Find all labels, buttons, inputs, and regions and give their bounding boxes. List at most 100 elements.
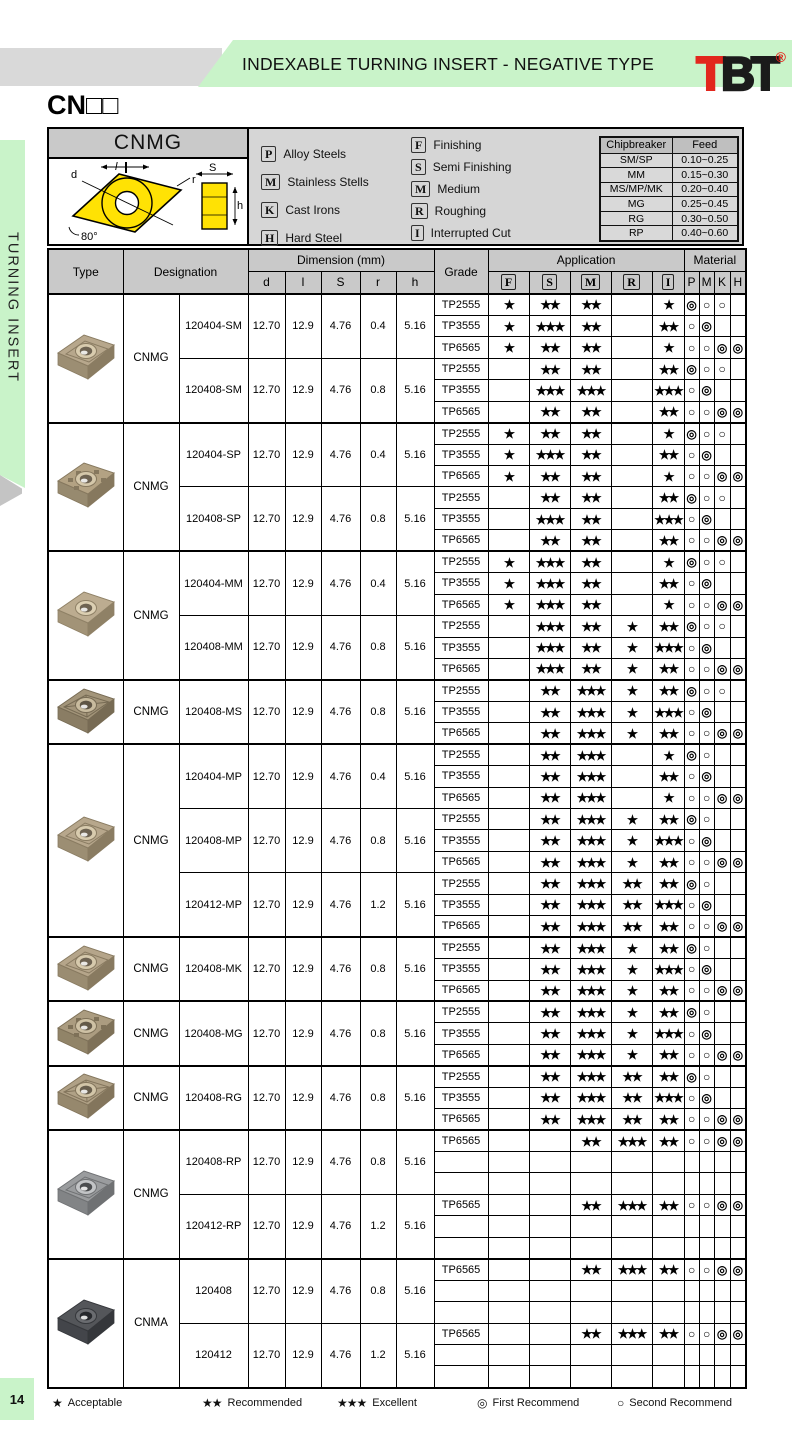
designation-cell: 120404-SM xyxy=(178,292,249,359)
material-k-rating: ◎ xyxy=(713,1108,731,1131)
material-p-rating: ◎ xyxy=(683,1000,700,1024)
application-m-rating: ★★ xyxy=(569,486,612,509)
grade-cell xyxy=(433,1301,489,1324)
material-h-rating xyxy=(729,829,747,852)
application-legend-item: M Medium xyxy=(411,178,511,200)
diagram-label-angle: 80° xyxy=(81,231,98,243)
material-h-rating: ◎ xyxy=(729,979,747,1002)
legend-item: ★ Acceptable xyxy=(52,1396,202,1410)
application-i-rating: ★★ xyxy=(651,657,685,681)
grade-cell: TP2555 xyxy=(433,743,489,767)
material-m-rating: ◎ xyxy=(698,1086,715,1110)
application-f-rating xyxy=(487,1108,530,1131)
material-m-rating: ○ xyxy=(698,1193,715,1217)
dimension-d-cell: 12.70 xyxy=(247,872,286,938)
material-m-rating xyxy=(698,1279,715,1303)
grade-cell: TP6565 xyxy=(433,400,489,424)
material-h-rating xyxy=(729,936,747,960)
feed-range: 0.30~0.50 xyxy=(671,210,739,227)
application-f-rating xyxy=(487,507,530,531)
series-name-cell: CNMG xyxy=(122,550,180,681)
application-s-rating: ★★ xyxy=(528,893,571,917)
series-name-cell: CNMG xyxy=(122,936,180,1002)
material-h-rating xyxy=(729,807,747,831)
grade-cell: TP6565 xyxy=(433,850,489,874)
application-f-rating xyxy=(487,1301,530,1324)
application-m-rating: ★★ xyxy=(569,657,612,681)
dimension-l-cell: 12.9 xyxy=(284,550,322,617)
table-row: TP3555★★★★★★★★★○◎ xyxy=(48,636,747,659)
application-m-rating: ★★★ xyxy=(569,1043,612,1067)
material-p-rating: ○ xyxy=(683,1022,700,1045)
grade-cell: TP2555 xyxy=(433,678,489,702)
series-name-cell: CNMG xyxy=(122,421,180,552)
application-i-rating: ★ xyxy=(651,464,685,488)
application-code-box: S xyxy=(411,159,426,175)
dimension-h-cell: 5.16 xyxy=(395,743,435,810)
material-k-rating xyxy=(713,958,731,981)
application-m-rating: ★★★ xyxy=(569,850,612,874)
app-letter-box: F xyxy=(500,274,517,291)
application-m-rating: ★★ xyxy=(569,1257,612,1281)
application-f-rating xyxy=(487,657,530,681)
material-h-rating xyxy=(729,1172,747,1195)
material-p-rating: ○ xyxy=(683,979,700,1002)
series-info-box: CNMG d l r 80° xyxy=(47,127,744,246)
designation-cell: 120412-MP xyxy=(178,872,249,938)
application-m-rating xyxy=(569,1236,612,1260)
material-h-rating xyxy=(729,550,747,574)
dimension-h-cell: 5.16 xyxy=(395,1322,435,1389)
application-i-rating xyxy=(651,1172,685,1195)
dimension-l-cell: 12.9 xyxy=(284,1257,322,1324)
grade-cell: TP2555 xyxy=(433,615,489,638)
table-row: TP3555 ★★ ★★★ ★★ ★★★ ○ ◎ xyxy=(48,1086,747,1110)
application-r-rating xyxy=(610,1365,653,1389)
col-header-mat-h: H xyxy=(729,270,747,295)
application-r-rating xyxy=(610,1236,653,1260)
application-i-rating: ★ xyxy=(651,786,685,810)
application-s-rating: ★★★ xyxy=(528,507,571,531)
grade-cell: TP3555 xyxy=(433,1086,489,1110)
app-letter-box: S xyxy=(542,274,557,291)
grade-cell: TP3555 xyxy=(433,379,489,402)
table-row: TP6565★★★★★★○○◎◎ xyxy=(48,400,747,424)
table-row xyxy=(48,1172,747,1195)
dimension-l-cell: 12.9 xyxy=(284,1129,322,1195)
material-m-rating: ○ xyxy=(698,657,715,681)
application-i-rating xyxy=(651,1215,685,1238)
application-f-rating xyxy=(487,400,530,424)
application-i-rating: ★★ xyxy=(651,1257,685,1281)
col-header-app-s: S xyxy=(528,270,571,295)
application-s-rating: ★★★ xyxy=(528,615,571,638)
material-label: Hard Steel xyxy=(285,231,343,245)
material-h-rating xyxy=(729,743,747,767)
dimension-d-cell: 12.70 xyxy=(247,807,286,874)
dimension-l-cell: 12.9 xyxy=(284,1193,322,1260)
grade-cell: TP3555 xyxy=(433,700,489,724)
chipbreaker-header: Chipbreaker xyxy=(599,136,673,154)
material-p-rating: ○ xyxy=(683,636,700,659)
grade-cell: TP6565 xyxy=(433,1108,489,1131)
series-name-cell: CNMG xyxy=(122,743,180,938)
application-s-rating: ★★ xyxy=(528,829,571,852)
material-m-rating: ◎ xyxy=(698,314,715,338)
application-m-rating: ★★ xyxy=(569,636,612,659)
material-k-rating xyxy=(713,1343,731,1367)
dimension-r-cell: 0.8 xyxy=(359,486,397,552)
material-k-rating: ○ xyxy=(713,550,731,574)
material-h-rating xyxy=(729,893,747,917)
col-header-app-i: I xyxy=(651,270,685,295)
material-p-rating: ○ xyxy=(683,1043,700,1067)
application-m-rating: ★★★ xyxy=(569,379,612,402)
application-r-rating: ★ xyxy=(610,807,653,831)
material-k-rating xyxy=(713,936,731,960)
application-i-rating: ★★ xyxy=(651,314,685,338)
material-p-rating: ○ xyxy=(683,507,700,531)
application-f-rating xyxy=(487,678,530,702)
application-m-rating: ★★★ xyxy=(569,743,612,767)
table-row xyxy=(48,1343,747,1367)
legend-item: ○ Second Recommend xyxy=(617,1396,732,1410)
application-i-rating: ★★ xyxy=(651,872,685,895)
dimension-d-cell: 12.70 xyxy=(247,1129,286,1195)
application-i-rating xyxy=(651,1365,685,1389)
